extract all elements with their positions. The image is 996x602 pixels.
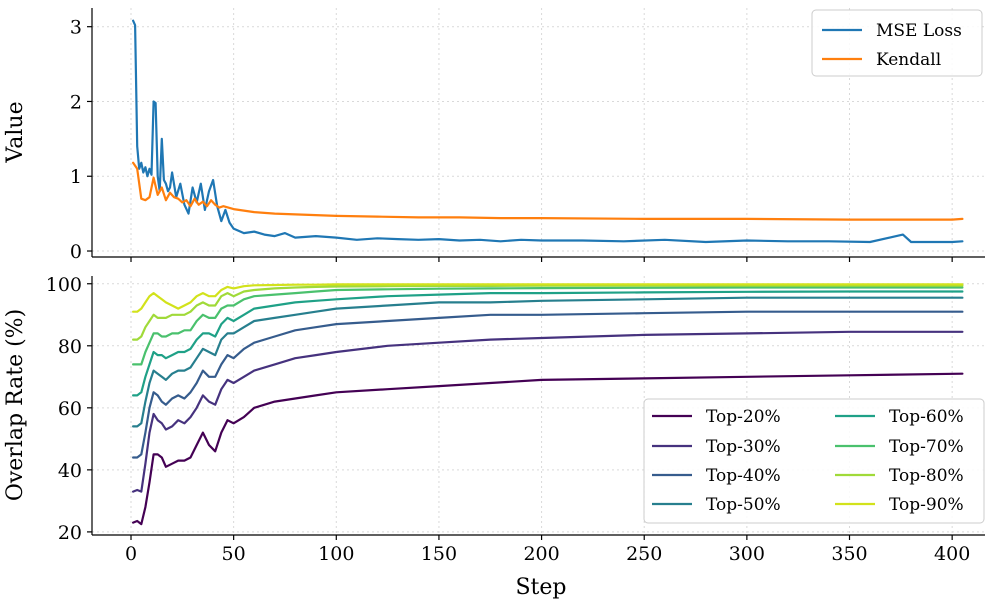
y-tick-label-3: 3 bbox=[70, 17, 82, 39]
y-tick-label-0: 0 bbox=[70, 241, 82, 263]
y-tick-label-1: 1 bbox=[70, 166, 82, 188]
x-tick-label-300: 300 bbox=[729, 543, 765, 565]
legend-label-kendall: Kendall bbox=[876, 50, 941, 70]
legend-label-mse-loss: MSE Loss bbox=[876, 21, 962, 41]
bottom-series bbox=[132, 283, 964, 526]
x-tick-label-250: 250 bbox=[626, 543, 662, 565]
legend-label-top-40: Top-40% bbox=[706, 466, 781, 486]
top-y-ticks: 0 1 2 3 bbox=[70, 17, 92, 263]
y-tick-label-2: 2 bbox=[70, 91, 82, 113]
top-panel: 0 1 2 3 Value MSE Loss Kendall bbox=[3, 8, 985, 263]
y-tick-label-100: 100 bbox=[46, 274, 82, 296]
x-tick-label-350: 350 bbox=[831, 543, 867, 565]
top-series bbox=[132, 19, 964, 244]
series-line-top-30 bbox=[132, 330, 964, 493]
bottom-y-ticks: 20 40 60 80 100 bbox=[46, 274, 92, 544]
top-legend: MSE Loss Kendall bbox=[811, 9, 983, 77]
series-line-top-50 bbox=[132, 296, 964, 428]
series-line-top-90 bbox=[132, 283, 964, 313]
x-tick-label-200: 200 bbox=[523, 543, 559, 565]
series-line-top-80 bbox=[132, 284, 964, 341]
legend-label-top-90: Top-90% bbox=[889, 495, 964, 515]
series-line-top-40 bbox=[132, 310, 964, 459]
legend-label-top-50: Top-50% bbox=[706, 495, 781, 515]
y-tick-label-20: 20 bbox=[58, 522, 82, 544]
bottom-y-axis-label: Overlap Rate (%) bbox=[3, 309, 28, 501]
x-tick-label-400: 400 bbox=[934, 543, 970, 565]
x-axis-label: Step bbox=[515, 575, 566, 600]
y-tick-label-40: 40 bbox=[58, 460, 82, 482]
legend-label-top-80: Top-80% bbox=[889, 466, 964, 486]
series-line-top-70 bbox=[132, 286, 964, 366]
series-line-kendall bbox=[132, 161, 964, 221]
legend-label-top-70: Top-70% bbox=[889, 437, 964, 457]
legend-label-top-30: Top-30% bbox=[706, 437, 781, 457]
series-line-top-20 bbox=[132, 372, 964, 526]
top-y-axis-label: Value bbox=[3, 101, 28, 163]
x-tick-label-50: 50 bbox=[222, 543, 246, 565]
y-tick-label-60: 60 bbox=[58, 398, 82, 420]
bottom-legend: Top-20% Top-30% Top-40% Top-50% Top-60% … bbox=[643, 398, 985, 524]
x-tick-label-0: 0 bbox=[125, 543, 137, 565]
x-tick-label-150: 150 bbox=[421, 543, 457, 565]
legend-label-top-60: Top-60% bbox=[889, 407, 964, 427]
bottom-panel: 20 40 60 80 100 0 50 100 150 200 250 300 350 400 Ove… bbox=[3, 274, 985, 600]
bottom-x-ticks: 0 50 100 150 200 250 300 350 400 bbox=[125, 535, 970, 565]
x-tick-label-100: 100 bbox=[318, 543, 354, 565]
series-line-mse-loss bbox=[132, 19, 964, 244]
legend-label-top-20: Top-20% bbox=[706, 407, 781, 427]
y-tick-label-80: 80 bbox=[58, 336, 82, 358]
series-line-top-60 bbox=[132, 290, 964, 397]
bottom-legend-frame bbox=[643, 398, 985, 524]
top-x-ticks bbox=[130, 257, 953, 262]
